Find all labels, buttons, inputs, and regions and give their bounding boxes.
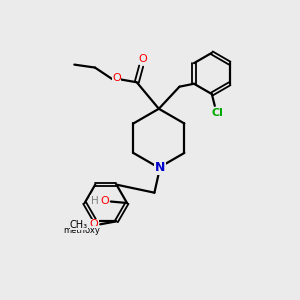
Text: O: O bbox=[112, 73, 121, 83]
Text: H: H bbox=[91, 196, 98, 206]
Text: Cl: Cl bbox=[212, 108, 224, 118]
Text: O: O bbox=[100, 196, 109, 206]
Text: CH₃: CH₃ bbox=[70, 220, 88, 230]
Text: N: N bbox=[155, 161, 166, 174]
Text: O: O bbox=[138, 54, 147, 64]
Text: O: O bbox=[89, 219, 98, 229]
Text: methoxy: methoxy bbox=[64, 226, 100, 235]
